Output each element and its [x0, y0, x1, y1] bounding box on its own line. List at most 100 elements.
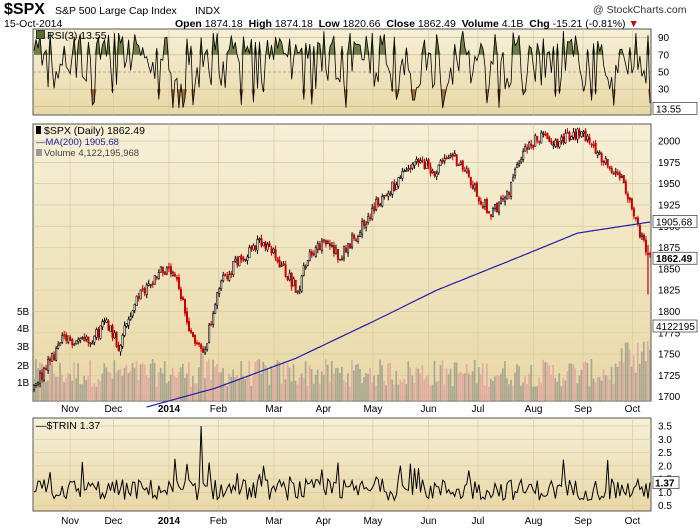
volume-bar [61, 374, 63, 401]
volume-bar [204, 378, 206, 401]
volume-bar [584, 361, 587, 401]
candle-body [284, 264, 287, 278]
volume-bar [518, 366, 520, 401]
candle-body [37, 381, 40, 385]
price-legend-text: $SPX (Daily) 1862.49 [44, 125, 145, 137]
candle-body [461, 160, 464, 170]
trin-tag: 1.37 [655, 479, 675, 490]
candle-body [280, 265, 283, 267]
volume-bar [568, 363, 571, 401]
candle-body [328, 243, 331, 247]
candle-body [606, 159, 609, 167]
volume-bar [256, 360, 259, 401]
candle-body [147, 283, 150, 286]
volume-bar [640, 351, 643, 401]
candle-body [202, 348, 205, 353]
candle-body [81, 337, 84, 339]
volume-bar [119, 369, 122, 401]
candle-body [425, 160, 428, 169]
candle-body [220, 280, 223, 289]
volume-bar [314, 374, 317, 401]
x-axis-label: 2014 [158, 516, 181, 527]
candle-body [111, 325, 114, 339]
candle-body [534, 135, 537, 147]
candle-body [230, 273, 233, 275]
candle-body [250, 246, 253, 249]
candle-body [481, 205, 484, 209]
candle-body [332, 245, 335, 254]
volume-bar [351, 359, 353, 401]
volume-bar [536, 386, 538, 401]
volume-bar [246, 375, 249, 401]
volume-bar [43, 377, 45, 401]
candle-body [196, 342, 199, 345]
candle-body [272, 248, 275, 253]
candle-body [33, 384, 36, 391]
candle-body [296, 290, 299, 293]
candle-body [359, 232, 362, 237]
volume-bar [97, 379, 100, 401]
volume-bar [45, 381, 47, 401]
candle-body [212, 313, 215, 325]
candle-body [634, 217, 637, 219]
volume-bar [125, 364, 128, 401]
volume-bar [411, 375, 414, 401]
volume-bar [79, 383, 82, 401]
candle-body [155, 276, 158, 279]
x-axis-label: Jun [420, 516, 436, 527]
candle-body [167, 266, 170, 269]
candle-body [143, 288, 146, 294]
volume-bar [405, 384, 408, 401]
candle-body [256, 239, 259, 251]
volume-bar [504, 361, 506, 401]
volume-bar [318, 383, 321, 401]
candle-body [123, 325, 126, 336]
volume-tick-label: 2B [17, 361, 30, 372]
volume-bar [441, 360, 444, 401]
volume-bar [502, 368, 504, 401]
price-tick-label: 1750 [658, 350, 681, 361]
volume-bar [469, 374, 472, 401]
volume-bar [427, 375, 430, 401]
candle-body [596, 152, 599, 156]
volume-bar [379, 359, 381, 401]
candle-body [165, 267, 168, 275]
volume-bar [290, 381, 293, 401]
volume-bar [294, 380, 297, 401]
candle-body [69, 337, 72, 341]
candle-body [395, 184, 398, 190]
candle-body [491, 208, 494, 218]
watermark: @ StockCharts.com [593, 4, 687, 16]
candle-body [115, 331, 118, 347]
ma-tag-box [652, 215, 698, 228]
candle-body [630, 198, 633, 210]
volume-bar [192, 376, 194, 401]
x-axis-label: Nov [61, 404, 79, 415]
volume-bar [526, 383, 528, 401]
candle-body [526, 147, 529, 150]
volume-legend-text: Volume 4,122,195,968 [44, 148, 140, 159]
candle-body [409, 167, 412, 170]
volume-bar [574, 368, 577, 401]
candle-body [594, 142, 597, 154]
candle-body [608, 166, 611, 169]
candle-body [612, 172, 615, 175]
ma-legend-icon: — [36, 137, 46, 148]
candle-body [445, 157, 448, 160]
volume-tick-label: 5B [17, 307, 30, 318]
volume-bar [570, 363, 573, 401]
volume-bar [395, 371, 398, 401]
candle-body [282, 263, 285, 266]
volume-bar [473, 360, 476, 401]
volume-tag: 4122195 [656, 322, 695, 333]
x-axis-label: Dec [104, 516, 122, 527]
volume-bar [113, 360, 116, 401]
volume-bar [268, 384, 271, 401]
volume-bar [646, 341, 649, 401]
volume-bar [349, 386, 351, 401]
x-axis-label: Jun [420, 404, 436, 415]
candle-body [642, 234, 645, 241]
volume-bar [147, 377, 150, 401]
candle-body [554, 139, 557, 147]
candle-body [185, 311, 189, 323]
